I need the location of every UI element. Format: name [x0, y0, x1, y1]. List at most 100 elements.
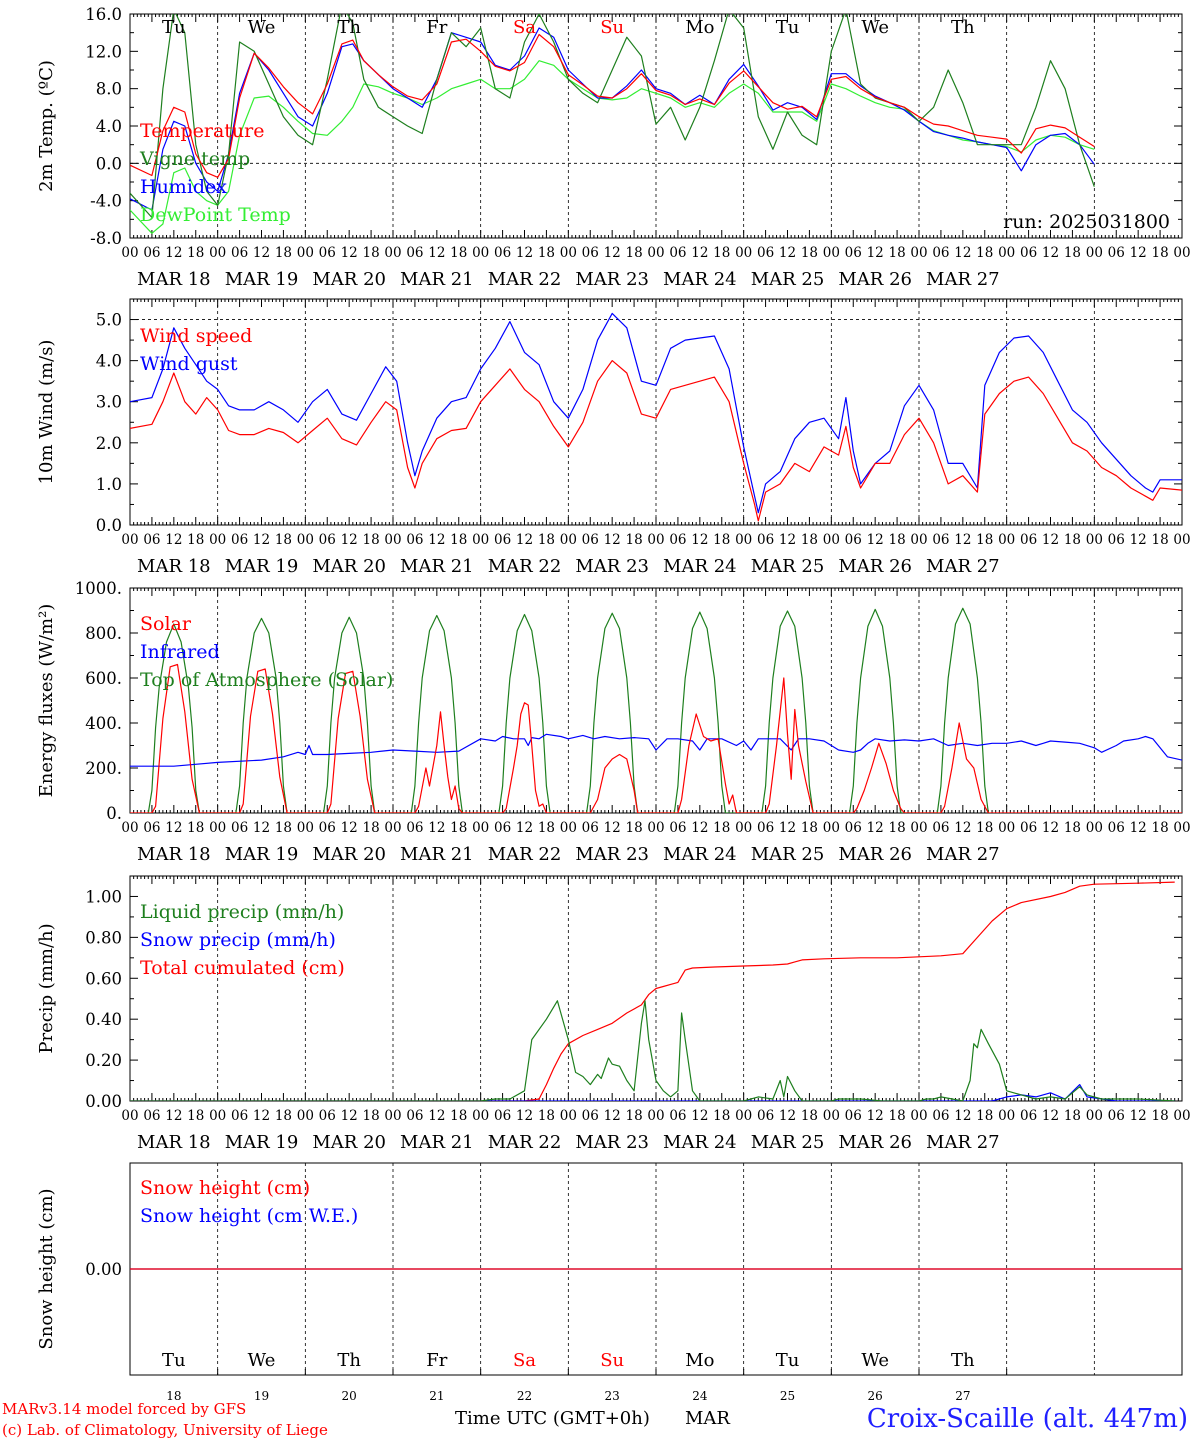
- hour-tick-label: 00: [209, 532, 226, 548]
- legend-entry: Humidex: [140, 176, 227, 198]
- day-tick-label: MAR 24: [663, 1132, 737, 1153]
- hour-tick-label: 12: [253, 820, 270, 836]
- day-tick-label: MAR 26: [838, 844, 912, 865]
- hour-tick-label: 06: [932, 820, 949, 836]
- hour-tick-label: 12: [867, 532, 884, 548]
- hour-tick-label: 12: [691, 1108, 708, 1124]
- y-tick-label: 1.00: [85, 887, 122, 906]
- hour-tick-label: 06: [1108, 820, 1125, 836]
- hour-tick-label: 00: [998, 1108, 1015, 1124]
- weekday-row: Tu 18 We 19 Th 20 Fr 21 Sa 22 Su 23 Mo 24 Tu 25 We 26 Th 27: [162, 1350, 975, 1403]
- hour-tick-label: 18: [713, 820, 730, 836]
- legend-entry: Total cumulated (cm): [140, 957, 345, 979]
- day-tick-label: MAR 23: [575, 269, 649, 290]
- day-tick-label: MAR 20: [312, 844, 386, 865]
- date-label: 21: [429, 1389, 444, 1403]
- hour-tick-label: 18: [801, 820, 818, 836]
- hour-tick-label: 06: [494, 1108, 511, 1124]
- hour-tick-label: 06: [757, 532, 774, 548]
- weekday-label: Tu: [162, 1350, 186, 1371]
- legend-entry: Temperature: [140, 120, 264, 142]
- series-line-vigne-temp: [130, 14, 1095, 219]
- hour-tick-label: 00: [823, 532, 840, 548]
- series-line-wind-gust: [130, 312, 1182, 514]
- hour-tick-label: 06: [143, 1108, 160, 1124]
- hour-tick-label: 12: [1042, 1108, 1059, 1124]
- hour-tick-label: 06: [932, 532, 949, 548]
- hour-tick-label: 00: [472, 1108, 489, 1124]
- legend-entry: Solar: [140, 613, 192, 635]
- hour-tick-label: 18: [538, 1108, 555, 1124]
- hour-tick-label: 00: [297, 532, 314, 548]
- day-tick-label: MAR 19: [225, 844, 299, 865]
- day-tick-label: MAR 22: [488, 269, 562, 290]
- hour-tick-label: 06: [932, 245, 949, 261]
- hour-tick-label: 12: [954, 532, 971, 548]
- series-line-wind-speed: [130, 360, 1182, 522]
- hour-tick-label: 00: [560, 1108, 577, 1124]
- hour-tick-label: 18: [187, 245, 204, 261]
- hour-tick-label: 12: [604, 245, 621, 261]
- hour-tick-label: 12: [165, 820, 182, 836]
- day-tick-label: MAR 22: [488, 556, 562, 577]
- hour-tick-label: 00: [1086, 532, 1103, 548]
- legend-entry: DewPoint Temp: [140, 204, 291, 226]
- hour-tick-label: 06: [845, 532, 862, 548]
- day-tick-label: MAR 19: [225, 269, 299, 290]
- day-tick-label: MAR 18: [137, 556, 211, 577]
- plot-frame: [129, 587, 1183, 814]
- hour-tick-label: 00: [384, 532, 401, 548]
- day-tick-label: MAR 21: [400, 269, 474, 290]
- hour-tick-label: 12: [1042, 820, 1059, 836]
- hour-tick-label: 06: [231, 532, 248, 548]
- series-group: [130, 312, 1182, 522]
- hour-tick-label: 12: [253, 1108, 270, 1124]
- day-tick-label: MAR 18: [137, 844, 211, 865]
- series-line-infrared: [130, 733, 1182, 767]
- y-tick-label: 8.0: [96, 80, 122, 99]
- weekday-label: Sa: [513, 1350, 536, 1371]
- weekday-label: Fr: [426, 17, 447, 38]
- hour-tick-label: 18: [801, 532, 818, 548]
- day-tick-label: MAR 26: [838, 269, 912, 290]
- y-tick-label: 600.: [85, 669, 122, 688]
- hour-tick-label: 06: [757, 1108, 774, 1124]
- y-tick-label: 800.: [85, 624, 122, 643]
- weekday-label: We: [248, 17, 276, 38]
- hour-tick-label: 12: [954, 245, 971, 261]
- hour-tick-label: 12: [428, 1108, 445, 1124]
- series-line-solar: [130, 663, 1182, 813]
- hour-tick-label: 18: [187, 1108, 204, 1124]
- y-tick-label: 16.0: [85, 5, 122, 24]
- series-group: [130, 881, 1175, 1101]
- hour-tick-label: 00: [297, 245, 314, 261]
- hour-tick-label: 18: [1064, 245, 1081, 261]
- y-tick-label: 400.: [85, 714, 122, 733]
- day-tick-label: MAR 27: [926, 269, 1000, 290]
- y-tick-label: 0.0: [96, 516, 122, 535]
- hour-tick-label: 12: [341, 820, 358, 836]
- day-tick-label: MAR 25: [751, 269, 825, 290]
- hour-tick-label: 06: [1020, 820, 1037, 836]
- hour-tick-label: 00: [1173, 820, 1190, 836]
- hour-tick-label: 18: [275, 245, 292, 261]
- hour-tick-label: 12: [253, 532, 270, 548]
- hour-tick-label: 00: [560, 820, 577, 836]
- site-name: Croix-Scaille (alt. 447m): [867, 1404, 1188, 1434]
- hour-tick-label: 12: [516, 245, 533, 261]
- hour-tick-label: 18: [976, 1108, 993, 1124]
- model-credit: MARv3.14 model forced by GFS: [2, 1400, 246, 1418]
- day-tick-label: MAR 27: [926, 844, 1000, 865]
- hour-tick-label: 12: [604, 532, 621, 548]
- date-label: 27: [955, 1389, 970, 1403]
- hour-tick-label: 18: [801, 1108, 818, 1124]
- weekday-label: Tu: [776, 1350, 800, 1371]
- day-tick-label: MAR 26: [838, 1132, 912, 1153]
- hour-tick-label: 06: [143, 245, 160, 261]
- hour-tick-label: 00: [910, 820, 927, 836]
- panel-2: 00 06 12 18 00 06 12 18 00 06 12 18 00 06 12 18 00 06 12 18…: [36, 298, 1191, 577]
- hour-tick-label: 12: [1130, 1108, 1147, 1124]
- weekday-label: Tu: [776, 17, 800, 38]
- hour-tick-label: 18: [713, 245, 730, 261]
- panel-5: 0.00 Snow height (cm) Snow height (cm) Snow…: [36, 1162, 1183, 1376]
